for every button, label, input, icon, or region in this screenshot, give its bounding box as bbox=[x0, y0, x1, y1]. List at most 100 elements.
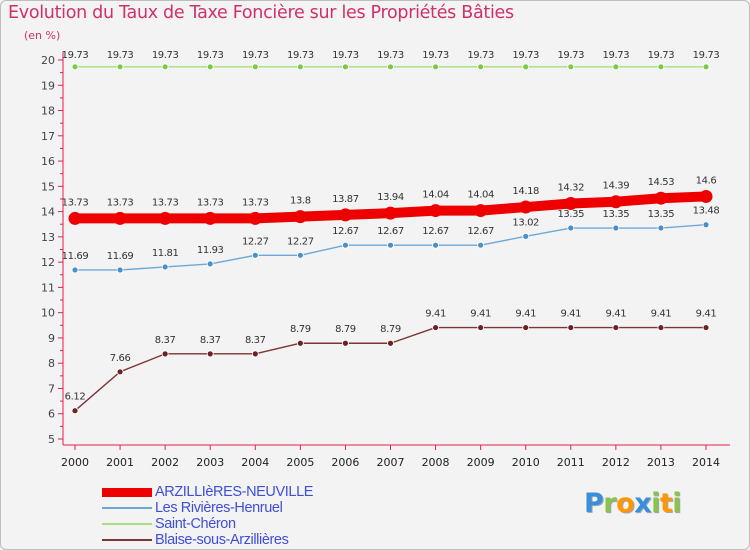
y-tick-label: 13 bbox=[41, 231, 55, 244]
data-point bbox=[564, 197, 578, 211]
data-label: 8.79 bbox=[380, 324, 401, 335]
data-point bbox=[342, 339, 349, 347]
data-point bbox=[612, 63, 620, 71]
data-point bbox=[429, 204, 443, 218]
logo-letter: i bbox=[672, 488, 682, 519]
data-point bbox=[567, 324, 575, 331]
data-label: 14.6 bbox=[696, 175, 717, 186]
data-label: 19.73 bbox=[242, 50, 269, 61]
data-label: 19.73 bbox=[467, 50, 494, 61]
data-point bbox=[654, 191, 668, 205]
data-label: 8.79 bbox=[335, 324, 356, 335]
data-point bbox=[71, 407, 79, 415]
data-label: 14.18 bbox=[512, 186, 539, 197]
data-point bbox=[612, 324, 620, 331]
data-point bbox=[474, 204, 488, 218]
y-tick-label: 15 bbox=[41, 180, 55, 193]
x-tick-label: 2012 bbox=[602, 456, 630, 469]
data-point bbox=[206, 63, 214, 71]
data-label: 12.67 bbox=[422, 226, 449, 237]
data-point bbox=[71, 266, 79, 274]
data-point bbox=[116, 63, 124, 71]
data-point bbox=[702, 63, 710, 71]
data-label: 9.41 bbox=[470, 309, 491, 320]
data-label: 13.73 bbox=[62, 197, 89, 208]
data-label: 14.53 bbox=[648, 177, 675, 188]
data-label: 8.79 bbox=[290, 324, 311, 335]
data-point bbox=[477, 241, 485, 249]
data-label: 19.73 bbox=[693, 50, 720, 61]
data-label: 19.73 bbox=[422, 50, 449, 61]
data-label: 19.73 bbox=[603, 50, 630, 61]
legend-label: ARZILLIèRES-NEUVILLE bbox=[155, 484, 314, 500]
x-tick-label: 2014 bbox=[692, 456, 720, 469]
data-point bbox=[68, 211, 82, 225]
data-label: 19.73 bbox=[512, 50, 539, 61]
data-point bbox=[113, 211, 127, 225]
logo-letter: r bbox=[603, 488, 617, 519]
x-tick-label: 2000 bbox=[61, 456, 89, 469]
x-tick-label: 2005 bbox=[286, 456, 314, 469]
y-tick-label: 8 bbox=[48, 357, 55, 370]
data-point bbox=[342, 241, 349, 249]
data-label: 14.39 bbox=[603, 181, 630, 192]
data-point bbox=[432, 63, 439, 71]
data-label: 13.35 bbox=[648, 209, 675, 220]
data-label: 13.94 bbox=[377, 192, 404, 203]
x-tick-label: 2011 bbox=[557, 456, 585, 469]
data-point bbox=[657, 224, 665, 232]
data-point bbox=[519, 200, 533, 214]
data-point bbox=[161, 350, 169, 358]
data-point bbox=[293, 210, 307, 224]
x-tick-label: 2004 bbox=[241, 456, 269, 469]
logo-letter: x bbox=[634, 488, 652, 519]
data-label: 8.37 bbox=[245, 335, 266, 346]
legend-swatch bbox=[102, 507, 152, 509]
y-unit-label: (en %) bbox=[24, 29, 61, 42]
data-point bbox=[522, 63, 530, 71]
data-label: 13.73 bbox=[152, 197, 179, 208]
y-tick-label: 18 bbox=[41, 105, 55, 118]
data-point bbox=[609, 195, 623, 209]
y-tick-label: 20 bbox=[41, 54, 55, 67]
data-label: 9.41 bbox=[606, 309, 627, 320]
x-tick-label: 2001 bbox=[106, 456, 134, 469]
legend-label: Blaise-sous-Arzillières bbox=[155, 532, 289, 548]
data-label: 19.73 bbox=[332, 50, 359, 61]
x-tick-label: 2003 bbox=[196, 456, 224, 469]
data-label: 12.27 bbox=[287, 236, 314, 247]
data-point bbox=[432, 324, 439, 331]
logo-letter: P bbox=[584, 488, 604, 519]
data-label: 12.67 bbox=[377, 226, 404, 237]
data-label: 14.04 bbox=[467, 190, 494, 201]
y-tick-label: 5 bbox=[48, 433, 55, 446]
y-tick-label: 12 bbox=[41, 256, 55, 269]
data-point bbox=[384, 206, 397, 220]
data-point bbox=[206, 260, 214, 268]
data-point bbox=[71, 63, 79, 71]
data-point bbox=[657, 63, 665, 71]
data-label: 13.48 bbox=[693, 206, 720, 217]
data-label: 19.73 bbox=[287, 50, 314, 61]
data-point bbox=[567, 224, 575, 232]
data-point bbox=[657, 324, 665, 331]
data-point bbox=[432, 241, 439, 249]
data-point bbox=[477, 324, 485, 331]
data-label: 11.69 bbox=[107, 251, 134, 262]
data-label: 13.35 bbox=[557, 209, 584, 220]
x-tick-label: 2009 bbox=[467, 456, 495, 469]
data-label: 12.67 bbox=[332, 226, 359, 237]
data-point bbox=[522, 324, 530, 331]
x-tick-label: 2008 bbox=[422, 456, 450, 469]
data-label: 13.73 bbox=[107, 197, 134, 208]
data-point bbox=[702, 221, 710, 229]
y-tick-label: 10 bbox=[41, 307, 55, 320]
y-tick-label: 14 bbox=[41, 206, 55, 219]
data-point bbox=[116, 266, 124, 274]
logo-letter: o bbox=[616, 488, 635, 519]
y-tick-label: 16 bbox=[41, 155, 55, 168]
data-label: 9.41 bbox=[425, 309, 446, 320]
data-point bbox=[342, 63, 349, 71]
y-tick-label: 17 bbox=[41, 130, 55, 143]
